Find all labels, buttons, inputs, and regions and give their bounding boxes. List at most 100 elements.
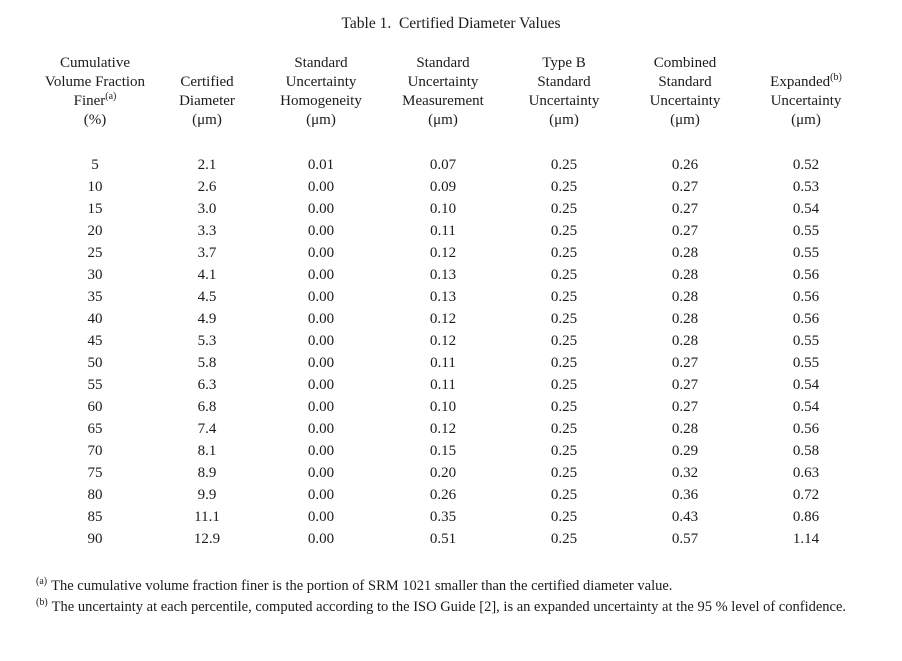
header-line: Standard — [294, 55, 348, 71]
table-cell: 12.9 — [193, 530, 221, 547]
table-cell: 3.7 — [197, 244, 217, 261]
header-line: Type B — [542, 55, 586, 71]
table-cell: 0.00 — [307, 244, 335, 261]
table-cell: 0.00 — [307, 530, 335, 547]
table-cell: 11.1 — [194, 508, 220, 525]
table-row: 15 3.0 0.00 0.10 0.25 0.27 0.54 — [36, 198, 866, 220]
table-cell: 5.8 — [197, 354, 217, 371]
header-unit: (μm) — [306, 112, 336, 128]
table-cell: 0.12 — [429, 332, 457, 349]
table-row: 55 6.3 0.00 0.11 0.25 0.27 0.54 — [36, 374, 866, 396]
header-line: Standard — [658, 74, 712, 90]
table-cell: 0.25 — [550, 464, 578, 481]
header-line: Measurement — [402, 93, 484, 109]
table-cell: 0.28 — [671, 332, 699, 349]
table-cell: 0.25 — [550, 288, 578, 305]
table-cell: 0.54 — [792, 200, 820, 217]
table-cell: 0.25 — [550, 200, 578, 217]
table-cell: 0.00 — [307, 508, 335, 525]
col-header-combined-standard-uncertainty: Combined Standard Uncertainty (μm) — [624, 54, 746, 154]
table-cell: 0.25 — [550, 310, 578, 327]
table-cell: 0.10 — [429, 398, 457, 415]
table-cell: 90 — [87, 530, 103, 547]
table-row: 80 9.9 0.00 0.26 0.25 0.36 0.72 — [36, 484, 866, 506]
table-cell: 0.00 — [307, 376, 335, 393]
footnote-a: (a) The cumulative volume fraction finer … — [36, 576, 866, 597]
table-cell: 0.72 — [792, 486, 820, 503]
table-cell: 0.56 — [792, 420, 820, 437]
table-cell: 0.54 — [792, 376, 820, 393]
table-cell: 0.28 — [671, 244, 699, 261]
header-text: Finer — [73, 93, 106, 109]
table-cell: 0.11 — [430, 354, 456, 371]
table-cell: 0.52 — [792, 156, 820, 173]
header-unit: (μm) — [670, 112, 700, 128]
header-unit: (μm) — [549, 112, 579, 128]
table-cell: 25 — [87, 244, 103, 261]
table-cell: 0.63 — [792, 464, 820, 481]
table-cell: 4.5 — [197, 288, 217, 305]
table-cell: 0.56 — [792, 266, 820, 283]
table-cell: 0.29 — [671, 442, 699, 459]
footnotes: (a) The cumulative volume fraction finer … — [36, 576, 866, 618]
table-cell: 0.12 — [429, 310, 457, 327]
table-cell: 35 — [87, 288, 103, 305]
table-cell: 5.3 — [197, 332, 217, 349]
table-cell: 9.9 — [197, 486, 217, 503]
table-body: 5 2.1 0.01 0.07 0.25 0.26 0.52 10 2.6 0.00 0.09 0.2… — [36, 154, 866, 550]
table-cell: 0.55 — [792, 222, 820, 239]
table-cell: 50 — [87, 354, 103, 371]
table-cell: 0.55 — [792, 354, 820, 371]
table-row: 65 7.4 0.00 0.12 0.25 0.28 0.56 — [36, 418, 866, 440]
table-cell: 0.28 — [671, 288, 699, 305]
table-cell: 0.25 — [550, 376, 578, 393]
table-cell: 4.9 — [197, 310, 217, 327]
table-cell: 0.12 — [429, 420, 457, 437]
table-cell: 0.13 — [429, 266, 457, 283]
table-cell: 5 — [91, 156, 99, 173]
table-row: 75 8.9 0.00 0.20 0.25 0.32 0.63 — [36, 462, 866, 484]
table-cell: 0.25 — [550, 486, 578, 503]
table-row: 25 3.7 0.00 0.12 0.25 0.28 0.55 — [36, 242, 866, 264]
table-cell: 45 — [87, 332, 103, 349]
table-cell: 0.00 — [307, 200, 335, 217]
table-cell: 0.58 — [792, 442, 820, 459]
table-cell: 0.56 — [792, 288, 820, 305]
table-row: 5 2.1 0.01 0.07 0.25 0.26 0.52 — [36, 154, 866, 176]
header-line: Standard — [416, 55, 470, 71]
footnote-marker-a: (a) — [105, 91, 117, 102]
header-line: Finer(a) — [36, 92, 154, 111]
table-cell: 0.13 — [429, 288, 457, 305]
table-header: Cumulative Volume Fraction Finer(a) (%) … — [36, 54, 866, 154]
table-cell: 0.25 — [550, 442, 578, 459]
table-cell: 0.28 — [671, 266, 699, 283]
col-header-standard-uncertainty-measurement: Standard Uncertainty Measurement (μm) — [382, 54, 504, 154]
table-cell: 30 — [87, 266, 103, 283]
header-line: Standard — [537, 74, 591, 90]
table-row: 20 3.3 0.00 0.11 0.25 0.27 0.55 — [36, 220, 866, 242]
table-title: Table 1. Certified Diameter Values — [341, 15, 561, 32]
table-cell: 0.27 — [671, 200, 699, 217]
header-line: Uncertainty — [407, 74, 479, 90]
table-cell: 0.15 — [429, 442, 457, 459]
table-cell: 8.9 — [197, 464, 217, 481]
table-row: 30 4.1 0.00 0.13 0.25 0.28 0.56 — [36, 264, 866, 286]
header-line: Homogeneity — [280, 93, 362, 109]
table-row: 45 5.3 0.00 0.12 0.25 0.28 0.55 — [36, 330, 866, 352]
table-cell: 0.27 — [671, 398, 699, 415]
table-cell: 0.54 — [792, 398, 820, 415]
col-header-type-b-standard-uncertainty: Type B Standard Uncertainty (μm) — [504, 54, 624, 154]
footnote-b-text: The uncertainty at each percentile, comp… — [51, 599, 847, 615]
table-cell: 0.00 — [307, 354, 335, 371]
header-text: Expanded — [770, 74, 831, 90]
table-row: 60 6.8 0.00 0.10 0.25 0.27 0.54 — [36, 396, 866, 418]
certified-diameter-table: Cumulative Volume Fraction Finer(a) (%) … — [36, 54, 866, 550]
table-cell: 0.28 — [671, 310, 699, 327]
table-cell: 0.27 — [671, 178, 699, 195]
header-row: Cumulative Volume Fraction Finer(a) (%) … — [36, 54, 866, 154]
table-cell: 6.8 — [197, 398, 217, 415]
table-row: 90 12.9 0.00 0.51 0.25 0.57 1.14 — [36, 528, 866, 550]
table-row: 70 8.1 0.00 0.15 0.25 0.29 0.58 — [36, 440, 866, 462]
footnote-b: (b) The uncertainty at each percentile, c… — [36, 597, 866, 618]
footnote-marker-b: (b) — [830, 72, 842, 83]
